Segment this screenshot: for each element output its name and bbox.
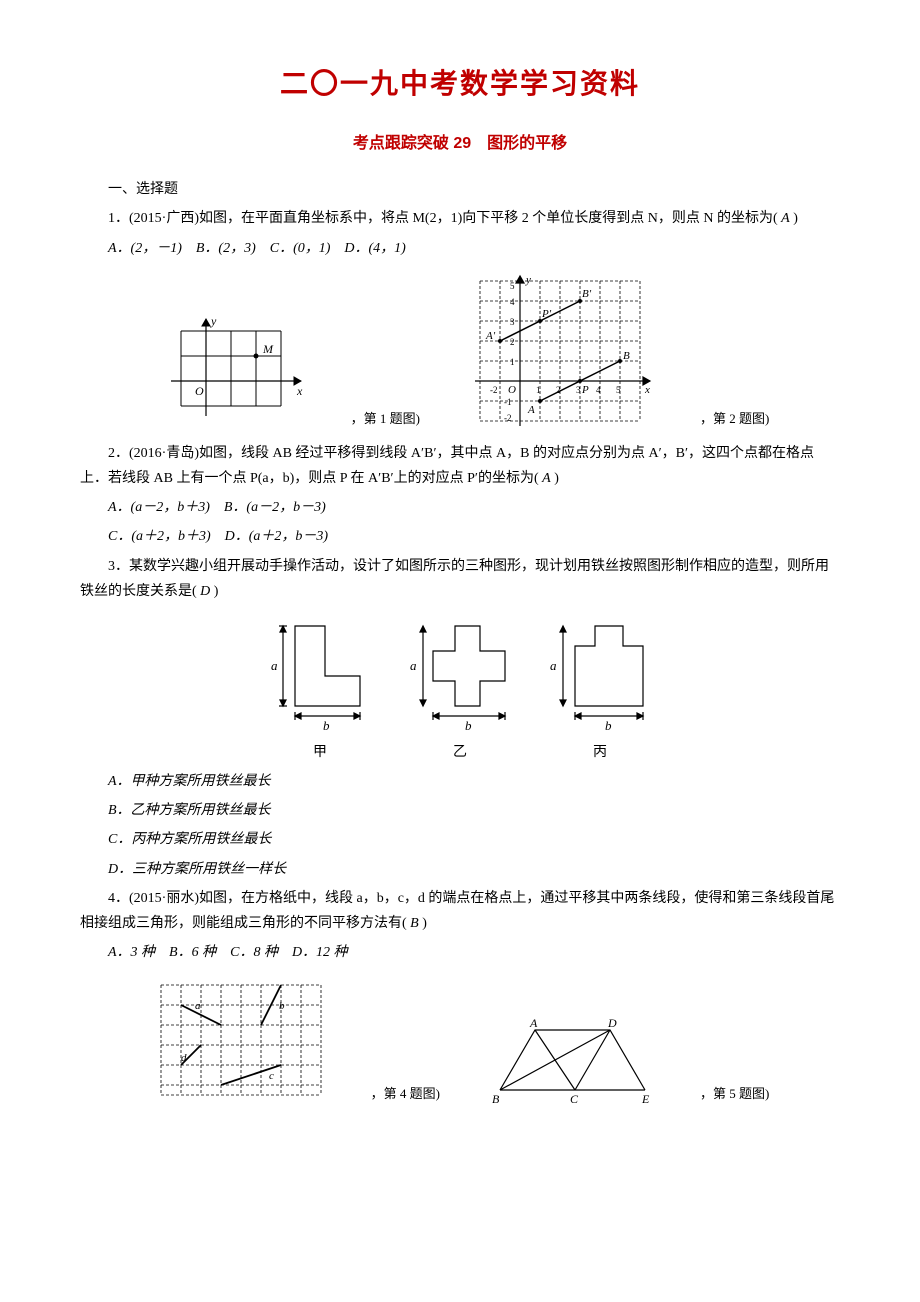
q4-options: A．3 种 B．6 种 C．8 种 D．12 种 xyxy=(80,940,840,965)
fig2-B: B xyxy=(623,350,630,362)
fig2-svg: A B A′ B′ P P′ O x y 1 2 3 4 5 -2 1 2 3 4 5 -1… xyxy=(460,271,660,431)
fig-row-4-5: a b d c ，第 4 题图) A D B C E ，第 5 题图) xyxy=(80,975,840,1105)
svg-text:4: 4 xyxy=(510,297,515,307)
svg-text:3: 3 xyxy=(576,385,581,395)
q2-answer: A xyxy=(542,471,551,486)
svg-text:2: 2 xyxy=(556,385,561,395)
fig4-caption: ，第 4 题图) xyxy=(371,1082,440,1105)
svg-text:5: 5 xyxy=(616,385,621,395)
shapes-row: a b 甲 a b 乙 xyxy=(80,616,840,765)
q3-body: 3．某数学兴趣小组开展动手操作活动，设计了如图所示的三种图形，现计划用铁丝按照图… xyxy=(80,559,829,599)
q2-text: 2．(2016·青岛)如图，线段 AB 经过平移得到线段 A′B′，其中点 A，… xyxy=(80,441,840,491)
q4-body: 4．(2015·丽水)如图，在方格纸中，线段 a，b，c，d 的端点在格点上，通… xyxy=(80,891,834,931)
bing-a: a xyxy=(550,658,557,673)
svg-text:2: 2 xyxy=(510,337,515,347)
fig2-y: y xyxy=(525,274,531,286)
q2-tail: ) xyxy=(554,471,559,486)
fig1-label-M: M xyxy=(262,342,274,356)
fig5-B: B xyxy=(492,1092,500,1105)
shape-bing: a b 丙 xyxy=(545,616,655,765)
svg-text:4: 4 xyxy=(596,385,601,395)
q3-tail: ) xyxy=(214,584,219,599)
fig4-b: b xyxy=(279,1000,285,1012)
q4-tail: ) xyxy=(422,916,427,931)
fig4-block: a b d c xyxy=(151,975,331,1105)
shape-jia: a b 甲 xyxy=(265,616,375,765)
q1-answer: A xyxy=(781,211,790,226)
main-title: 二〇一九中考数学学习资料 xyxy=(80,60,840,110)
fig4-c: c xyxy=(269,1070,274,1082)
svg-text:-1: -1 xyxy=(504,397,512,407)
q1-body: 1．(2015·广西)如图，在平面直角坐标系中，将点 M(2，1)向下平移 2 … xyxy=(108,211,778,226)
q3-optD: D．三种方案所用铁丝一样长 xyxy=(80,857,840,882)
yi-a: a xyxy=(410,658,417,673)
fig2-x: x xyxy=(644,384,650,396)
fig1-block: M O x y xyxy=(151,311,311,431)
jia-b: b xyxy=(323,718,330,733)
fig5-E: E xyxy=(641,1092,650,1105)
sub-title: 考点跟踪突破 29 图形的平移 xyxy=(80,130,840,159)
fig5-svg: A D B C E xyxy=(480,1015,660,1105)
section-heading: 一、选择题 xyxy=(80,177,840,202)
svg-text:1: 1 xyxy=(510,357,515,367)
fig2-Ap: A′ xyxy=(485,330,496,342)
q3-optA: A．甲种方案所用铁丝最长 xyxy=(80,769,840,794)
q3-optB: B．乙种方案所用铁丝最长 xyxy=(80,798,840,823)
fig2-P: P xyxy=(581,384,589,396)
q4-answer: B xyxy=(410,916,419,931)
svg-text:-2: -2 xyxy=(504,413,512,423)
q1-text: 1．(2015·广西)如图，在平面直角坐标系中，将点 M(2，1)向下平移 2 … xyxy=(80,206,840,231)
fig2-Pp: P′ xyxy=(541,308,552,320)
q1-options: A．(2，－1) B．(2，3) C．(0，1) D．(4，1) xyxy=(80,236,840,261)
label-yi: 乙 xyxy=(405,740,515,765)
q4-text: 4．(2015·丽水)如图，在方格纸中，线段 a，b，c，d 的端点在格点上，通… xyxy=(80,886,840,936)
svg-text:3: 3 xyxy=(510,317,515,327)
q2-optC: C．(a＋2，b＋3) D．(a＋2，b－3) xyxy=(80,524,840,549)
bing-b: b xyxy=(605,718,612,733)
fig1-svg: M O x y xyxy=(151,311,311,431)
q2-optA: A．(a－2，b＋3) B．(a－2，b－3) xyxy=(80,495,840,520)
svg-text:-2: -2 xyxy=(490,385,498,395)
q2-body: 2．(2016·青岛)如图，线段 AB 经过平移得到线段 A′B′，其中点 A，… xyxy=(80,446,814,486)
fig5-C: C xyxy=(570,1092,579,1105)
fig5-caption: ，第 5 题图) xyxy=(700,1082,769,1105)
q3-text: 3．某数学兴趣小组开展动手操作活动，设计了如图所示的三种图形，现计划用铁丝按照图… xyxy=(80,554,840,604)
yi-b: b xyxy=(465,718,472,733)
fig2-caption: ，第 2 题图) xyxy=(700,407,769,430)
fig4-d: d xyxy=(181,1052,187,1064)
fig1-label-x: x xyxy=(296,384,303,398)
fig2-block: A B A′ B′ P P′ O x y 1 2 3 4 5 -2 1 2 3 4 5 -1… xyxy=(460,271,660,431)
fig4-a: a xyxy=(195,1000,201,1012)
fig2-O: O xyxy=(508,384,516,396)
label-jia: 甲 xyxy=(265,740,375,765)
fig2-Bp: B′ xyxy=(582,288,592,300)
shape-yi: a b 乙 xyxy=(405,616,515,765)
svg-text:1: 1 xyxy=(536,385,541,395)
fig2-A: A xyxy=(527,404,535,416)
fig5-A: A xyxy=(529,1016,538,1030)
q3-answer: D xyxy=(200,584,210,599)
q1-tail: ) xyxy=(793,211,798,226)
fig4-svg: a b d c xyxy=(151,975,331,1105)
label-bing: 丙 xyxy=(545,740,655,765)
fig1-caption: ，第 1 题图) xyxy=(351,407,420,430)
fig1-label-O: O xyxy=(195,384,204,398)
jia-a: a xyxy=(271,658,278,673)
fig-row-1-2: M O x y ，第 1 题图) xyxy=(80,271,840,431)
fig5-D: D xyxy=(607,1016,617,1030)
fig1-label-y: y xyxy=(210,314,217,328)
fig5-block: A D B C E xyxy=(480,1015,660,1105)
q3-optC: C．丙种方案所用铁丝最长 xyxy=(80,827,840,852)
svg-text:5: 5 xyxy=(510,281,515,291)
